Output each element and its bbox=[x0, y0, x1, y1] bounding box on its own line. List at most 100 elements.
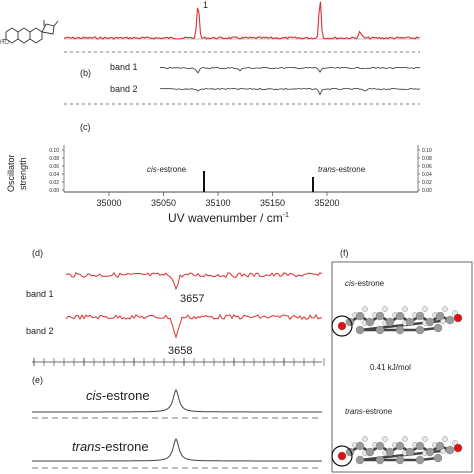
panel-a: HO 1 bbox=[0, 0, 420, 53]
c-xtick-label: 35050 bbox=[151, 198, 176, 208]
e-cis-suffix: -estrone bbox=[102, 388, 150, 403]
carbon-atom bbox=[435, 311, 445, 321]
c-ytick-left-label: 0.04 bbox=[49, 172, 59, 178]
e-trans-label: trans-estrone bbox=[72, 439, 149, 454]
spectrum-a-trace bbox=[63, 1, 420, 40]
hydrogen-atom bbox=[382, 306, 388, 312]
panel-c: (c) Oscillator strength 0.10 0.08 0.06 0.04… bbox=[6, 122, 432, 225]
f-trans-suffix: -estrone bbox=[363, 407, 393, 416]
hydrogen-atom bbox=[382, 436, 388, 442]
panel-f-frame bbox=[331, 261, 473, 473]
carbon-atom bbox=[395, 325, 405, 335]
c-cis-suffix: -estrone bbox=[157, 165, 187, 174]
oh-highlight-circle bbox=[331, 445, 353, 467]
panel-b-label: (b) bbox=[80, 68, 91, 78]
panel-b: (b) band 1 band 2 bbox=[64, 62, 421, 105]
carbon-atom bbox=[415, 325, 425, 335]
c-ytick-right-label: 0.04 bbox=[422, 172, 432, 178]
c-xtick-label: 35000 bbox=[96, 198, 121, 208]
c-cis-prefix: cis bbox=[147, 165, 157, 174]
oh-highlight-circle bbox=[331, 315, 353, 337]
band2-trace bbox=[160, 87, 421, 96]
carbon-atom bbox=[385, 447, 395, 457]
hydrogen-atom bbox=[362, 436, 368, 442]
carbon-atom bbox=[415, 441, 425, 451]
d-band1-trace bbox=[65, 272, 323, 291]
d-band2-trace bbox=[65, 313, 323, 340]
f-energy: 0.41 kJ/mol bbox=[370, 363, 411, 372]
carbon-atom bbox=[425, 317, 435, 327]
c-ytick-left-label: 0.02 bbox=[49, 180, 59, 186]
panel-e: (e) cis-estrone trans-estrone bbox=[32, 375, 322, 469]
carbon-atom bbox=[375, 441, 385, 451]
oxygen-atom bbox=[337, 321, 347, 331]
peak-label-1: 1 bbox=[203, 0, 208, 10]
e-cis-label: cis-estrone bbox=[86, 388, 150, 403]
c-ytick-right-label: 0.02 bbox=[422, 180, 432, 186]
d-band1-label: band 1 bbox=[26, 289, 54, 299]
carbon-atom bbox=[405, 317, 415, 327]
panel-f-label: (f) bbox=[340, 248, 349, 258]
oxygen-atom bbox=[453, 313, 463, 323]
e-cis-prefix: cis bbox=[86, 388, 102, 403]
d-band2-label: band 2 bbox=[26, 326, 54, 336]
f-trans-label: trans-estrone bbox=[345, 407, 393, 416]
carbon-atom bbox=[435, 441, 445, 451]
d-peak1-label: 3657 bbox=[180, 293, 204, 305]
c-ytick-left-label: 0.10 bbox=[49, 148, 59, 154]
carbon-atom bbox=[425, 447, 435, 457]
c-ytick-right-label: 0.10 bbox=[422, 148, 432, 154]
carbon-atom bbox=[395, 455, 405, 465]
carbon-atom bbox=[355, 325, 365, 335]
panel-e-label: (e) bbox=[32, 375, 43, 385]
panel-d: (d) band 1 band 2 3657 3658 bbox=[26, 248, 325, 366]
e-trans-prefix: trans bbox=[72, 439, 101, 454]
carbon-atom bbox=[385, 317, 395, 327]
ho-label: HO bbox=[0, 40, 9, 46]
e-trans-suffix: -estrone bbox=[101, 439, 149, 454]
f-cis-prefix: cis bbox=[345, 279, 355, 288]
c-xlabel: UV wavenumber / cm-1 bbox=[168, 211, 289, 225]
carbon-atom bbox=[395, 441, 405, 451]
c-xtick-label: 35200 bbox=[314, 198, 339, 208]
c-xlabel-sup: -1 bbox=[283, 212, 289, 219]
carbon-atom bbox=[405, 447, 415, 457]
hydrogen-atom bbox=[402, 436, 408, 442]
carbon-atom bbox=[415, 455, 425, 465]
carbon-atom bbox=[365, 447, 375, 457]
c-ytick-left-label: 0.08 bbox=[49, 156, 59, 162]
d-peak2-label: 3658 bbox=[168, 345, 192, 357]
estrone-structure-sketch bbox=[1, 20, 59, 44]
c-ytick-right-label: 0.08 bbox=[422, 156, 432, 162]
oxygen-atom bbox=[453, 443, 463, 453]
carbon-atom bbox=[375, 325, 385, 335]
carbon-atom bbox=[445, 445, 455, 455]
f-cis-label: cis-estrone bbox=[345, 279, 385, 288]
carbon-atom bbox=[375, 455, 385, 465]
osc-ylabel-2: strength bbox=[18, 157, 28, 190]
carbon-atom bbox=[375, 311, 385, 321]
hydrogen-atom bbox=[362, 306, 368, 312]
hydrogen-atom bbox=[422, 436, 428, 442]
c-xtick-label: 35150 bbox=[260, 198, 285, 208]
c-ytick-left-label: 0.00 bbox=[49, 188, 59, 194]
c-ytick-left-label: 0.06 bbox=[49, 164, 59, 170]
carbon-atom bbox=[355, 455, 365, 465]
carbon-atom bbox=[445, 315, 455, 325]
cis-estrone-model bbox=[331, 306, 463, 337]
trans-estrone-model bbox=[331, 436, 463, 467]
hydrogen-atom bbox=[422, 306, 428, 312]
panel-d-label: (d) bbox=[32, 248, 43, 258]
carbon-atom bbox=[415, 311, 425, 321]
e-trans-trace bbox=[32, 438, 322, 462]
band1-trace bbox=[159, 66, 421, 74]
c-xlabel-text: UV wavenumber / cm bbox=[168, 211, 283, 225]
panel-f: (f) cis-estrone 0.41 kJ/mol trans-estron… bbox=[331, 248, 473, 473]
c-trans-suffix: -estrone bbox=[336, 165, 366, 174]
osc-ylabel-1: Oscillator bbox=[6, 154, 16, 192]
oxygen-atom bbox=[337, 451, 347, 461]
f-cis-suffix: -estrone bbox=[355, 279, 385, 288]
hydrogen-atom bbox=[442, 436, 448, 442]
carbon-atom bbox=[365, 317, 375, 327]
